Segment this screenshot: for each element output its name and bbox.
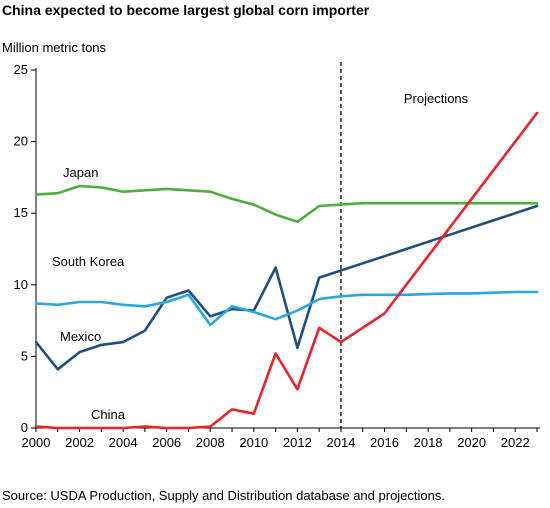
chart-title: China expected to become largest global … bbox=[2, 2, 370, 18]
x-tick-label: 2016 bbox=[370, 435, 399, 450]
y-tick-label: 15 bbox=[14, 205, 28, 220]
mexico-series-label: Mexico bbox=[60, 329, 101, 344]
x-tick-label: 2000 bbox=[22, 435, 51, 450]
y-tick-label: 10 bbox=[14, 277, 28, 292]
x-tick-label: 2022 bbox=[501, 435, 530, 450]
japan-series-line bbox=[34, 184, 539, 224]
y-tick-label: 0 bbox=[21, 420, 28, 435]
x-tick-label: 2008 bbox=[196, 435, 225, 450]
y-axis-label: Million metric tons bbox=[2, 40, 107, 55]
x-tick-label: 2018 bbox=[414, 435, 443, 450]
japan-series-label: Japan bbox=[63, 165, 98, 180]
source-note: Source: USDA Production, Supply and Dist… bbox=[2, 488, 445, 503]
x-tick-label: 2002 bbox=[65, 435, 94, 450]
x-tick-label: 2006 bbox=[152, 435, 181, 450]
x-tick-label: 2004 bbox=[109, 435, 138, 450]
y-tick-label: 25 bbox=[14, 62, 28, 77]
x-tick-label: 2012 bbox=[283, 435, 312, 450]
south-korea-series-line bbox=[34, 290, 539, 327]
south-korea-series-label: South Korea bbox=[52, 254, 125, 269]
china-series-label: China bbox=[91, 407, 126, 422]
x-tick-label: 2014 bbox=[326, 435, 355, 450]
x-tick-label: 2010 bbox=[239, 435, 268, 450]
china-series-line bbox=[34, 111, 539, 430]
mexico-series-line bbox=[34, 204, 539, 371]
y-tick-label: 5 bbox=[21, 348, 28, 363]
projections-label: Projections bbox=[404, 91, 469, 106]
x-tick-label: 2020 bbox=[457, 435, 486, 450]
y-tick-label: 20 bbox=[14, 134, 28, 149]
